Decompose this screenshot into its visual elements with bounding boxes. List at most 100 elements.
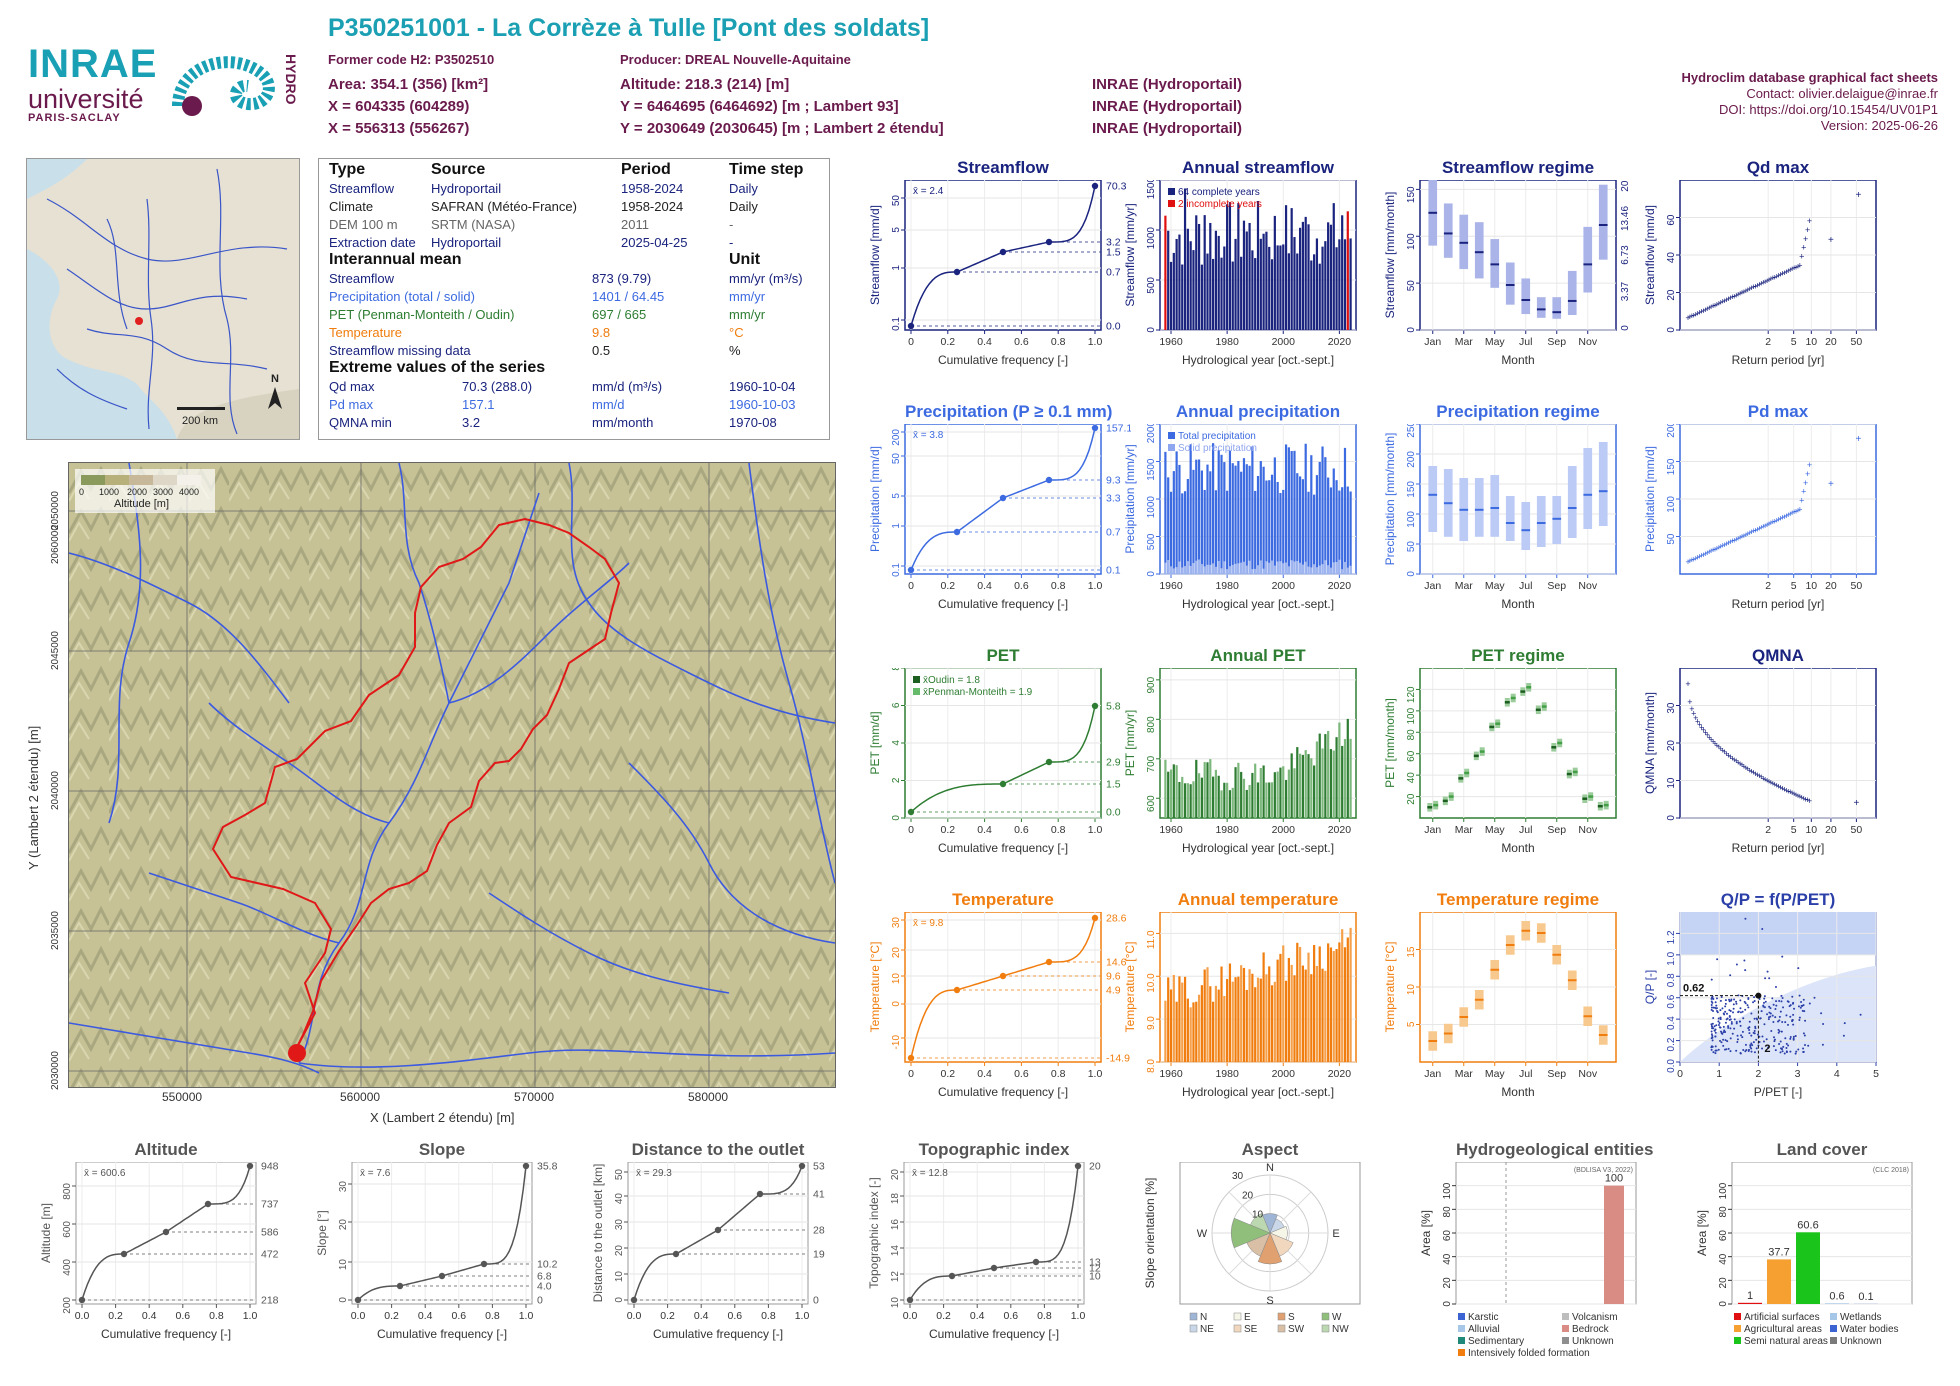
hydrogeo-note: (BDLISA V3, 2022) [1574, 1167, 1633, 1174]
annual_precipitation-bar2-46 [1293, 561, 1296, 574]
precipitation_regime-xtick-0: Jan [1424, 580, 1441, 592]
qmna-point-54: + [1790, 788, 1795, 798]
annual_precipitation-bar-43 [1284, 444, 1288, 574]
landcover-legend-key-4 [1734, 1337, 1741, 1344]
qp-point-190 [1737, 994, 1740, 997]
annual_streamflow-bar-37 [1268, 246, 1271, 330]
qp-point-245 [1762, 1001, 1765, 1004]
annual_precipitation-bar2-42 [1282, 563, 1285, 574]
pet_regime-xtick-5: Nov [1578, 824, 1597, 836]
hydrogeo-legend-5: Unknown [1572, 1336, 1614, 1347]
hydrogeo-legend-0: Karstic [1468, 1312, 1499, 1323]
basin-x-tick-3: 580000 [688, 1090, 729, 1104]
qp-point-318 [1711, 1045, 1714, 1048]
info-row-streamflow-source: Hydroportail [431, 181, 502, 196]
topo-qpoint-2 [990, 1264, 998, 1272]
precipitation-chart: 0 0.2 0.4 0.6 0.8 1.00.11550200157.19.33.30.7… [868, 424, 1131, 611]
pet-xtick-5: 1.0 [1088, 824, 1103, 836]
annual_precipitation-bar2-25 [1234, 563, 1237, 574]
pd_max-point-27: + [1737, 533, 1742, 543]
annual_precipitation-bar-66 [1349, 491, 1352, 574]
temperature-xlabel: Cumulative frequency [-] [938, 1085, 1068, 1099]
qp-point-256 [1842, 1034, 1845, 1037]
qp-point-204 [1793, 1007, 1796, 1010]
qd_max-point-5: + [1695, 308, 1700, 318]
annual_temperature-bar-46 [1293, 975, 1296, 1062]
basin-x-tick-1: 560000 [340, 1090, 381, 1104]
pet_regime-ytick-1: 40 [1406, 772, 1417, 784]
annual_precipitation-bar2-33 [1256, 565, 1260, 574]
qp-point-217 [1747, 997, 1750, 1000]
qp-point-47 [1750, 1042, 1753, 1045]
annual_streamflow-bar-53 [1313, 254, 1316, 330]
annual_streamflow-bar-19 [1217, 235, 1220, 330]
temperature_regime-title: Temperature regime [1436, 890, 1600, 909]
station-marker [135, 317, 143, 325]
streamflow-ytick-2: 5 [891, 227, 902, 233]
landcover-bar-3 [1825, 1303, 1849, 1304]
pd_max-point-6: + [1697, 552, 1702, 562]
annual_precipitation-legend-key-1 [1168, 444, 1175, 451]
annual_pet-bar-55 [1318, 733, 1321, 818]
annual_precipitation-bar2-48 [1298, 562, 1302, 574]
qmna-point-60: + [1801, 793, 1806, 803]
pd_max-point-14: + [1712, 544, 1717, 554]
annual_temperature-ylabel: Temperature [°C] [1123, 942, 1137, 1033]
qp-point-239 [1773, 1040, 1776, 1043]
qp-point-149 [1710, 978, 1713, 981]
pd_max-point-17: + [1718, 542, 1723, 552]
qmna-point-53: + [1788, 787, 1793, 797]
pet-ytick-1: 2 [891, 777, 902, 783]
qmna-xtick-4: 50 [1851, 824, 1863, 836]
qmna-point-46: + [1774, 781, 1779, 791]
qp-point-171 [1794, 1034, 1797, 1037]
pd_max-point-10: + [1705, 548, 1710, 558]
annual_precipitation-bar2-61 [1335, 561, 1338, 574]
qmna-xlabel: Return period [yr] [1732, 841, 1825, 855]
annual_pet-bar-23 [1228, 790, 1232, 818]
annual_temperature-bar-11 [1195, 1001, 1198, 1062]
annual_pet-bar-17 [1212, 776, 1215, 818]
precipitation-xtick-2: 0.4 [977, 580, 992, 592]
annual_precipitation-bar-46 [1293, 450, 1296, 574]
annual_temperature-bar-64 [1343, 947, 1347, 1062]
qp-point-179 [1748, 1020, 1751, 1023]
qp-point-31 [1820, 1012, 1823, 1015]
qd_max-point-52: + [1786, 266, 1791, 276]
temperature-xtick-3: 0.6 [1014, 1068, 1029, 1080]
qp-point-170 [1763, 1023, 1766, 1026]
annual_streamflow-bar-12 [1197, 223, 1201, 330]
pd_max-point-32: + [1747, 528, 1752, 538]
annual_pet-bar-38 [1270, 782, 1274, 818]
qp-point-14 [1803, 1044, 1806, 1047]
info-row-climate-source: SAFRAN (Météo-France) [431, 199, 577, 214]
qmna-point-59: + [1799, 793, 1804, 803]
qp-point-142 [1715, 997, 1718, 1000]
qmna-xtick-1: 5 [1791, 824, 1797, 836]
annual_precipitation-bar-58 [1327, 477, 1330, 574]
qmna-ytick-1: 10 [1666, 777, 1677, 789]
qd_max-point-61: + [1803, 234, 1808, 244]
qp-point-93 [1739, 1011, 1742, 1014]
qmna-point-32: + [1747, 765, 1752, 775]
precipitation-qpoint-4 [1091, 424, 1099, 432]
qp-point-209 [1720, 995, 1723, 998]
pd_max-point-23: + [1730, 536, 1735, 546]
pd_max-xtick-3: 20 [1825, 580, 1837, 592]
qp-point-253 [1722, 1025, 1725, 1028]
pd_max-ylabel: Precipitation [mm/d] [1643, 446, 1657, 552]
streamflow-rtick-3: 0.7 [1106, 267, 1121, 279]
annual_temperature-bar-58 [1327, 943, 1330, 1062]
annual_precipitation-ytick-0: 0 [1146, 571, 1157, 577]
streamflow_regime-box-9 [1567, 270, 1577, 315]
qp-point-278 [1711, 1022, 1714, 1025]
streamflow_regime-title: Streamflow regime [1441, 158, 1595, 177]
aspect-legend-key-6 [1277, 1324, 1286, 1333]
ext-qd-value: 70.3 (288.0) [462, 379, 533, 394]
annual_precipitation-bar-51 [1307, 491, 1310, 574]
qd_max-point-13: + [1710, 301, 1715, 311]
aspect-legend-0: N [1200, 1312, 1207, 1323]
unit-heading: Unit [729, 251, 761, 268]
annual_precipitation-bar2-1 [1167, 560, 1170, 574]
qp-point-295 [1750, 1034, 1753, 1037]
